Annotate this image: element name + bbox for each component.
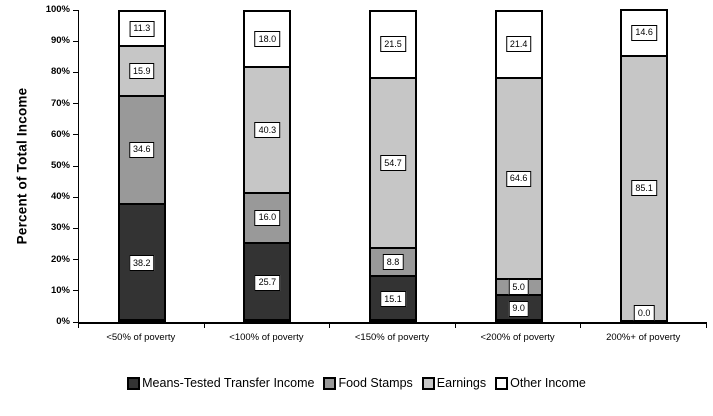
y-tick-mark <box>73 227 78 229</box>
bar-value-label: 8.8 <box>382 254 404 271</box>
y-tick-mark <box>73 290 78 292</box>
bar-value-label: 11.3 <box>129 20 155 37</box>
x-tick-mark <box>454 324 456 328</box>
y-tick-mark <box>73 196 78 198</box>
y-tick-label: 10% <box>50 284 70 296</box>
x-tick-mark <box>706 324 707 328</box>
bar-value-label: 21.5 <box>380 36 406 53</box>
y-tick-mark <box>73 134 78 136</box>
bar-value-label: 38.2 <box>129 255 155 272</box>
legend: Means-Tested Transfer Income Food Stamps E… <box>0 376 713 390</box>
x-axis-category-label: 200%+ of poverty <box>606 332 681 343</box>
legend-marker-icon <box>323 376 337 390</box>
bar: 0.0 85.1 14.6 <box>620 8 669 322</box>
y-tick-mark <box>73 321 78 323</box>
bar-value-label: 5.0 <box>508 279 529 296</box>
bar-value-label: 54.7 <box>380 155 406 172</box>
bar-value-label: 85.1 <box>631 180 657 197</box>
x-tick-mark <box>203 324 205 328</box>
y-tick-label: 0% <box>56 316 70 327</box>
bar: 25.7 16.0 40.3 18.0 <box>243 10 292 322</box>
y-tick-label: 40% <box>50 191 70 203</box>
bar-segment <box>117 45 166 95</box>
x-tick-mark <box>78 324 79 328</box>
legend-marker-icon <box>495 376 509 390</box>
legend-label: Means-Tested Transfer Income <box>142 376 315 390</box>
y-tick-mark <box>73 165 78 167</box>
y-tick-label: 70% <box>50 97 70 109</box>
bar-value-label: 15.1 <box>380 291 406 308</box>
x-tick-mark <box>580 324 582 328</box>
y-tick-mark <box>73 9 78 11</box>
legend-label: Food Stamps <box>338 376 413 390</box>
x-axis-category-label: <200% of poverty <box>480 332 555 343</box>
bar-value-label: 25.7 <box>254 274 281 291</box>
bar: 9.0 5.0 64.6 21.4 <box>494 10 543 322</box>
legend-item: Food Stamps <box>323 376 413 390</box>
plot-area: 38.2 34.6 15.9 11.3 25.7 16.0 40.3 18.0 15.1 8.8 5… <box>78 8 707 324</box>
bar: 15.1 8.8 54.7 21.5 <box>369 9 417 322</box>
bar-value-label: 15.9 <box>129 63 155 80</box>
y-tick-mark <box>73 71 78 73</box>
legend-marker-icon <box>421 376 435 390</box>
y-tick-label: 60% <box>50 128 70 140</box>
x-axis-category-label: <150% of poverty <box>354 332 430 343</box>
y-tick-label: 50% <box>50 160 70 171</box>
bar-value-label: 21.4 <box>505 36 532 53</box>
y-tick-label: 100% <box>45 4 70 15</box>
x-axis-category-label: <100% of poverty <box>229 332 304 343</box>
legend-item: Means-Tested Transfer Income <box>127 376 314 390</box>
bar-value-label: 9.0 <box>508 300 529 317</box>
x-axis-category-label: <50% of poverty <box>106 332 176 343</box>
x-tick-mark <box>329 324 331 328</box>
y-tick-mark <box>73 259 78 261</box>
bar-segment <box>369 274 417 322</box>
bar-value-label: 14.6 <box>631 24 657 41</box>
bar-value-label: 18.0 <box>254 31 281 48</box>
y-tick-label: 30% <box>50 222 70 234</box>
legend-item: Other Income <box>495 376 586 390</box>
y-tick-label: 20% <box>50 253 70 265</box>
bar-value-label: 64.6 <box>505 170 532 187</box>
legend-label: Earnings <box>436 376 487 390</box>
y-tick-mark <box>73 40 78 42</box>
legend-label: Other Income <box>510 376 586 390</box>
y-tick-label: 80% <box>50 66 70 78</box>
y-tick-label: 90% <box>50 35 70 47</box>
bar-value-label: 16.0 <box>254 209 281 226</box>
y-tick-mark <box>73 103 78 105</box>
bar-value-label: 34.6 <box>129 141 155 158</box>
legend-marker-icon <box>127 376 141 390</box>
bar: 38.2 34.6 15.9 11.3 <box>117 10 166 322</box>
legend-item: Earnings <box>421 376 487 390</box>
bar-value-label: 40.3 <box>254 122 281 139</box>
bar-value-label: 0.0 <box>633 305 655 321</box>
